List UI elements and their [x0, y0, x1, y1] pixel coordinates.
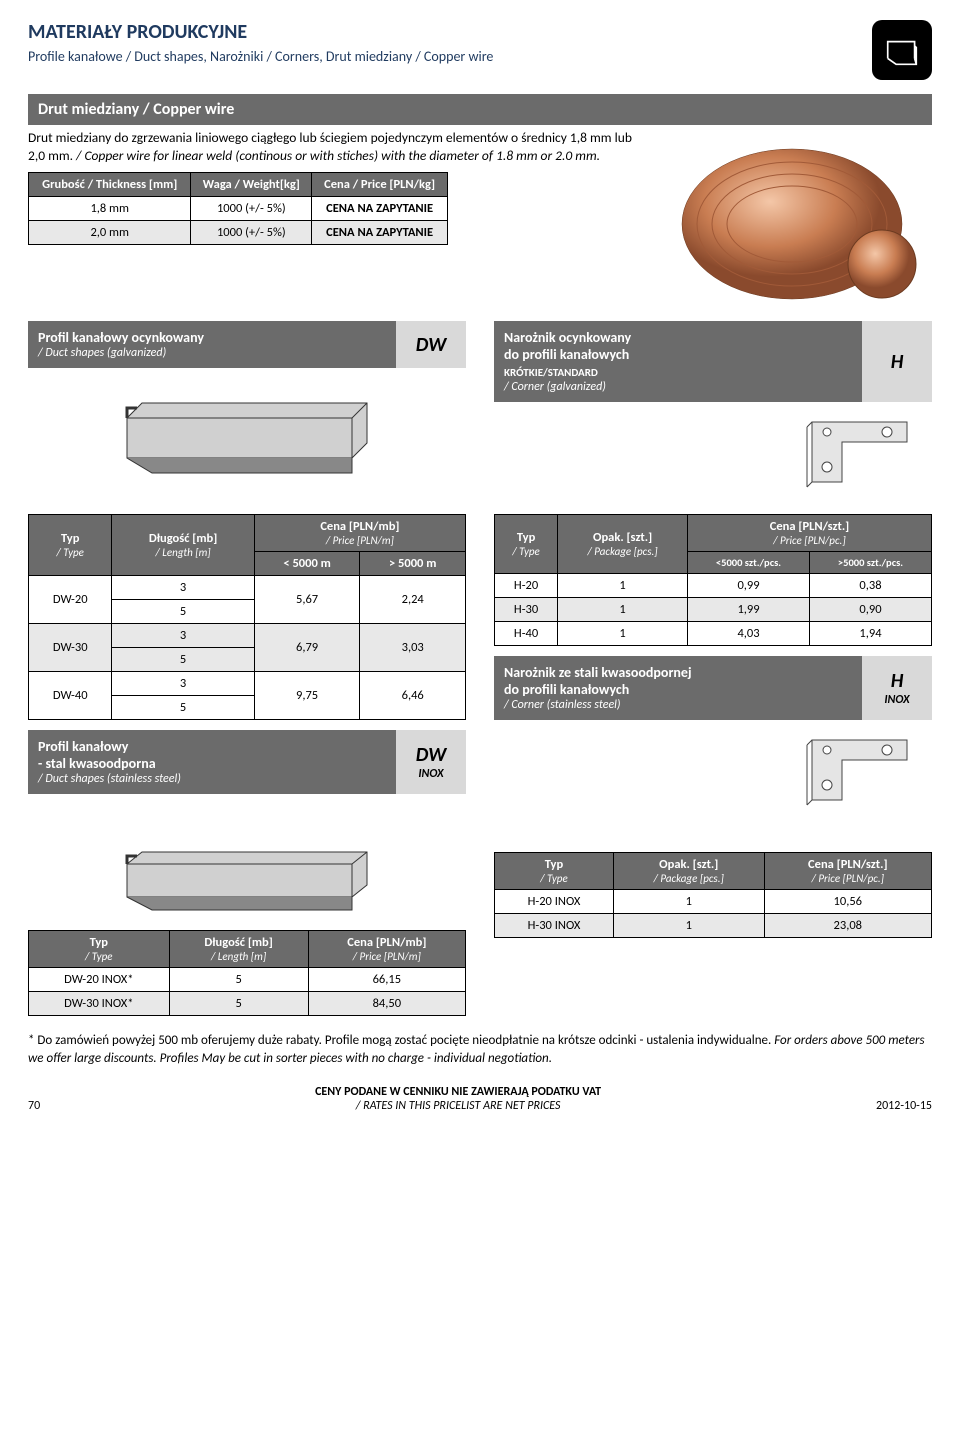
- table-row: 2,0 mm 1000 (+/- 5%) CENA NA ZAPYTANIE: [29, 221, 448, 245]
- page-title: MATERIAŁY PRODUKCYJNE: [28, 20, 493, 44]
- th-price: Cena [PLN/mb]/ Price [PLN/m]: [308, 931, 465, 968]
- table-row: DW-20 INOX*566,15: [29, 968, 466, 992]
- tables-row-2: Typ/ Type Długość [mb]/ Length [m] Cena …: [28, 832, 932, 1016]
- th-gt5000: >5000 szt./pcs.: [810, 552, 932, 574]
- h-inox-title: Narożnik ze stali kwasoodpornej do profi…: [504, 664, 692, 698]
- category-icon: [872, 20, 932, 80]
- table-row: DW-20 3 5,67 2,24: [29, 576, 466, 600]
- dw-subtitle: / Duct shapes (galvanized): [38, 346, 386, 360]
- footer-center: CENY PODANE W CENNIKU NIE ZAWIERAJĄ PODA…: [40, 1085, 876, 1113]
- tables-row-1: Typ/ Type Długość [mb]/ Length [m] Cena …: [28, 514, 932, 816]
- page-subtitle: Profile kanałowe / Duct shapes, Narożnik…: [28, 48, 493, 65]
- th-length: Długość [mb]/ Length [m]: [169, 931, 308, 968]
- th-price: Cena [PLN/szt.]/ Price [PLN/pc.]: [764, 853, 931, 890]
- dw-inox-code: DWINOX: [396, 730, 466, 794]
- th-thickness: Grubość / Thickness [mm]: [29, 173, 191, 197]
- h-inox-subtitle: / Corner (stainless steel): [504, 698, 852, 712]
- h-subtitle: / Corner (galvanized): [504, 380, 852, 394]
- h-table: Typ/ Type Opak. [szt.]/ Package [pcs.] C…: [494, 514, 932, 646]
- h-title: Narożnik ocynkowany do profili kanałowyc…: [504, 329, 631, 363]
- th-typ: Typ/ Type: [29, 931, 170, 968]
- th-lt5000: < 5000 m: [254, 552, 360, 576]
- dw-title-block: Profil kanałowy ocynkowany / Duct shapes…: [28, 321, 466, 368]
- table-row: 1,8 mm 1000 (+/- 5%) CENA NA ZAPYTANIE: [29, 197, 448, 221]
- copper-description: Drut miedziany do zgrzewania liniowego c…: [28, 129, 652, 164]
- th-typ: Typ/ Type: [495, 515, 558, 574]
- corner-inox-image: [494, 730, 932, 810]
- table-row: H-20 INOX110,56: [495, 890, 932, 914]
- th-gt5000: > 5000 m: [360, 552, 466, 576]
- duct-shape-inox-image: [28, 832, 466, 922]
- table-row: H-2010,990,38: [495, 574, 932, 598]
- th-lt5000: <5000 szt./pcs.: [688, 552, 810, 574]
- copper-section-bar: Drut miedziany / Copper wire: [28, 94, 932, 125]
- table-row: H-3011,990,90: [495, 598, 932, 622]
- copper-table: Grubość / Thickness [mm] Waga / Weight[k…: [28, 172, 448, 245]
- footer-date: 2012-10-15: [876, 1099, 932, 1113]
- dw-code: DW: [396, 321, 466, 368]
- table-row: H-30 INOX123,08: [495, 914, 932, 938]
- dw-inox-title-block: Profil kanałowy - stal kwasoodporna / Du…: [28, 730, 466, 794]
- th-typ: Typ/ Type: [495, 853, 614, 890]
- title-blocks-row: Profil kanałowy ocynkowany / Duct shapes…: [28, 321, 932, 498]
- page-footer: 70 CENY PODANE W CENNIKU NIE ZAWIERAJĄ P…: [28, 1085, 932, 1113]
- h-inox-code: HINOX: [862, 656, 932, 720]
- h-inox-title-block: Narożnik ze stali kwasoodpornej do profi…: [494, 656, 932, 720]
- footer-line2: / RATES IN THIS PRICELIST ARE NET PRICES: [40, 1099, 876, 1113]
- table-row: DW-30 INOX*584,50: [29, 992, 466, 1016]
- copper-bar-text: Drut miedziany / Copper wire: [38, 100, 234, 119]
- header-text: MATERIAŁY PRODUKCYJNE Profile kanałowe /…: [28, 20, 493, 65]
- footer-line1: CENY PODANE W CENNIKU NIE ZAWIERAJĄ PODA…: [40, 1085, 876, 1099]
- dw-title: Profil kanałowy ocynkowany: [38, 329, 204, 346]
- copper-wire-image: [672, 129, 932, 309]
- th-price: Cena [PLN/szt.]/ Price [PLN/pc.]: [688, 515, 932, 552]
- table-row: DW-40 3 9,75 6,46: [29, 672, 466, 696]
- page-header: MATERIAŁY PRODUKCYJNE Profile kanałowe /…: [28, 20, 932, 80]
- dw-inox-subtitle: / Duct shapes (stainless steel): [38, 772, 386, 786]
- th-typ: Typ/ Type: [29, 515, 112, 576]
- th-length: Długość [mb]/ Length [m]: [112, 515, 254, 576]
- duct-shape-image: [28, 378, 466, 488]
- th-price: Cena [PLN/mb]/ Price [PLN/m]: [254, 515, 465, 552]
- h-code: H: [862, 321, 932, 402]
- th-opak: Opak. [szt.]/ Package [pcs.]: [558, 515, 688, 574]
- table-row: H-4014,031,94: [495, 622, 932, 646]
- page-number: 70: [28, 1099, 40, 1113]
- dw-table: Typ/ Type Długość [mb]/ Length [m] Cena …: [28, 514, 466, 720]
- h-title-block: Narożnik ocynkowany do profili kanałowyc…: [494, 321, 932, 402]
- footnote-pl: * Do zamówień powyżej 500 mb oferujemy d…: [28, 1033, 771, 1048]
- copper-desc-en: / Copper wire for linear weld (continous…: [76, 147, 600, 164]
- th-opak: Opak. [szt.]/ Package [pcs.]: [613, 853, 764, 890]
- dw-inox-table: Typ/ Type Długość [mb]/ Length [m] Cena …: [28, 930, 466, 1016]
- h-subline: KRÓTKIE/STANDARD: [504, 366, 598, 379]
- dw-inox-title: Profil kanałowy - stal kwasoodporna: [38, 738, 156, 772]
- corner-image: [494, 412, 932, 492]
- copper-intro: Drut miedziany do zgrzewania liniowego c…: [28, 129, 932, 309]
- th-price: Cena / Price [PLN/kg]: [312, 173, 448, 197]
- footnote: * Do zamówień powyżej 500 mb oferujemy d…: [28, 1032, 932, 1067]
- table-row: DW-30 3 6,79 3,03: [29, 624, 466, 648]
- th-weight: Waga / Weight[kg]: [191, 173, 312, 197]
- h-inox-table: Typ/ Type Opak. [szt.]/ Package [pcs.] C…: [494, 852, 932, 938]
